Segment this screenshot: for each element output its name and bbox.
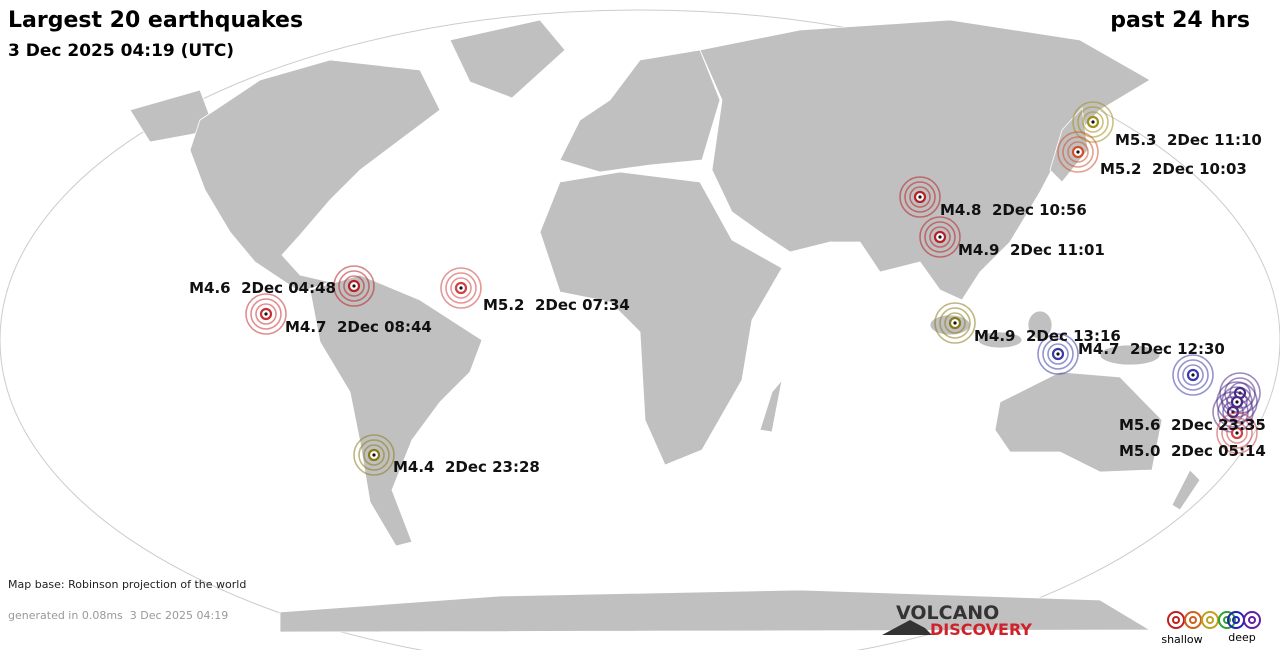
quake-marker — [1057, 131, 1099, 173]
ring — [904, 181, 936, 213]
ring — [1042, 338, 1074, 370]
ring — [934, 302, 976, 344]
ring — [363, 444, 385, 466]
quake-marker — [245, 293, 287, 335]
dot — [459, 286, 463, 290]
ring — [944, 312, 966, 334]
quake-label: M5.3 2Dec 11:10 — [1115, 131, 1262, 149]
ring — [1216, 412, 1258, 454]
quake-marker — [1216, 412, 1258, 454]
logo-mountain — [882, 620, 932, 635]
quake-label: M5.0 2Dec 05:14 — [1119, 442, 1266, 460]
quake-marker — [440, 267, 482, 309]
dot — [1235, 431, 1239, 435]
map-base: Map base: Robinson projection of the wor… — [8, 578, 246, 591]
ring — [338, 270, 370, 302]
ring — [333, 265, 375, 307]
dot — [953, 321, 957, 325]
ring — [899, 176, 941, 218]
quake-marker — [1037, 333, 1079, 375]
ring — [1221, 386, 1253, 418]
quakes: M5.3 2Dec 11:10 M5.2 2Dec 10:03 M4.8 2Dec … — [189, 101, 1266, 476]
quake-marker — [333, 265, 375, 307]
dot — [1056, 352, 1060, 356]
ring — [939, 307, 971, 339]
ring — [1067, 141, 1089, 163]
quake-marker — [1072, 101, 1114, 143]
ring — [445, 272, 477, 304]
quake-marker — [919, 216, 961, 258]
ring — [1072, 101, 1114, 143]
ring — [1221, 417, 1253, 449]
dot — [1235, 400, 1239, 404]
dot — [1191, 373, 1195, 377]
logo-line2: DISCOVERY — [930, 620, 1032, 639]
dot — [938, 235, 942, 239]
ring — [343, 275, 365, 297]
ring — [250, 298, 282, 330]
ring — [1216, 381, 1258, 423]
quake-marker — [353, 434, 395, 476]
ring — [255, 303, 277, 325]
dot — [918, 195, 922, 199]
quake-label: M4.7 2Dec 08:44 — [285, 318, 432, 336]
ring — [353, 434, 395, 476]
quake-label: M4.4 2Dec 23:28 — [393, 458, 540, 476]
legend-deep: deep — [1228, 631, 1256, 644]
quake-marker — [1172, 354, 1214, 396]
quake-label: M4.7 2Dec 12:30 — [1078, 340, 1225, 358]
quake-label: M4.8 2Dec 10:56 — [940, 201, 1087, 219]
ring — [929, 226, 951, 248]
ring — [924, 221, 956, 253]
ring — [919, 216, 961, 258]
ring — [1177, 359, 1209, 391]
quake-label: M5.2 2Dec 10:03 — [1100, 160, 1247, 178]
dot — [264, 312, 268, 316]
dot — [372, 453, 376, 457]
ring — [909, 186, 931, 208]
quake-label: M4.9 2Dec 11:01 — [958, 241, 1105, 259]
ring — [1047, 343, 1069, 365]
ring — [1077, 106, 1109, 138]
ring — [1182, 364, 1204, 386]
legend: shallow deep — [1161, 611, 1261, 646]
quake-label: M4.6 2Dec 04:48 — [189, 279, 336, 297]
ring — [1057, 131, 1099, 173]
quake-marker — [899, 176, 941, 218]
ring — [1062, 136, 1094, 168]
legend-shallow: shallow — [1161, 633, 1202, 646]
quake-label: M4.9 2Dec 13:16 — [974, 327, 1121, 345]
logo: VOLCANO DISCOVERY — [882, 602, 1032, 639]
quake-marker — [934, 302, 976, 344]
ring — [440, 267, 482, 309]
ring — [1037, 333, 1079, 375]
ring — [450, 277, 472, 299]
subtitle: 3 Dec 2025 04:19 (UTC) — [8, 41, 234, 61]
logo-line1: VOLCANO — [896, 602, 999, 624]
dot — [1091, 120, 1095, 124]
quake-label: M5.2 2Dec 07:34 — [483, 296, 630, 314]
title: Largest 20 earthquakes — [8, 8, 303, 33]
ring — [245, 293, 287, 335]
dot — [1076, 150, 1080, 154]
dot — [352, 284, 356, 288]
ring — [358, 439, 390, 471]
quake-marker — [1216, 381, 1258, 423]
ring — [1226, 422, 1248, 444]
period: past 24 hrs — [1110, 8, 1250, 33]
ring — [1226, 391, 1248, 413]
generated: generated in 0.08ms 3 Dec 2025 04:19 — [8, 609, 228, 622]
ring — [1172, 354, 1214, 396]
ring — [1082, 111, 1104, 133]
quake-label: M5.6 2Dec 23:35 — [1119, 416, 1266, 434]
